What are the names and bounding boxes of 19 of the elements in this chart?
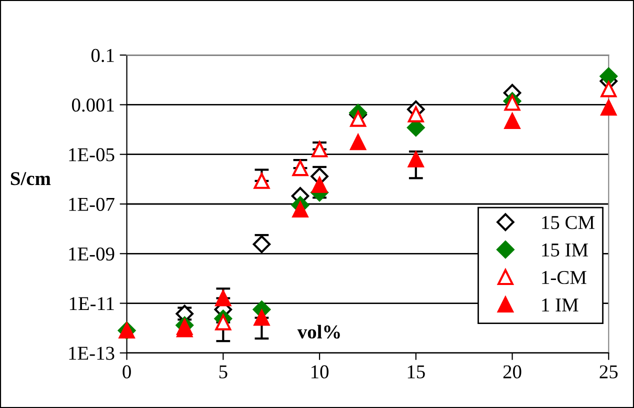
x-tick-label: 25: [600, 365, 618, 378]
x-tick-label: 20: [503, 365, 522, 378]
y-tick-label: 1E-13: [69, 346, 114, 360]
legend-label: 1-CM: [542, 270, 586, 284]
legend-label: 15 IM: [542, 244, 588, 257]
x-axis-title: vol%: [297, 324, 340, 339]
x-tick-label: 0: [122, 365, 131, 378]
y-axis-title: S/cm: [10, 172, 51, 186]
x-tick-label: 10: [312, 365, 329, 378]
y-tick-label: 1E-09: [69, 247, 114, 261]
y-tick-label: 1E-07: [69, 198, 114, 211]
x-tick-label: 15: [408, 365, 425, 378]
x-tick-label: 5: [219, 365, 228, 378]
y-tick-label: 0.1: [91, 48, 114, 62]
legend-label: 1 IM: [542, 298, 578, 312]
y-tick-label: 1E-11: [70, 297, 114, 310]
y-tick-label: 1E-05: [69, 148, 114, 162]
legend-label: 15 CM: [542, 216, 594, 230]
y-tick-label: 0.001: [72, 98, 114, 112]
